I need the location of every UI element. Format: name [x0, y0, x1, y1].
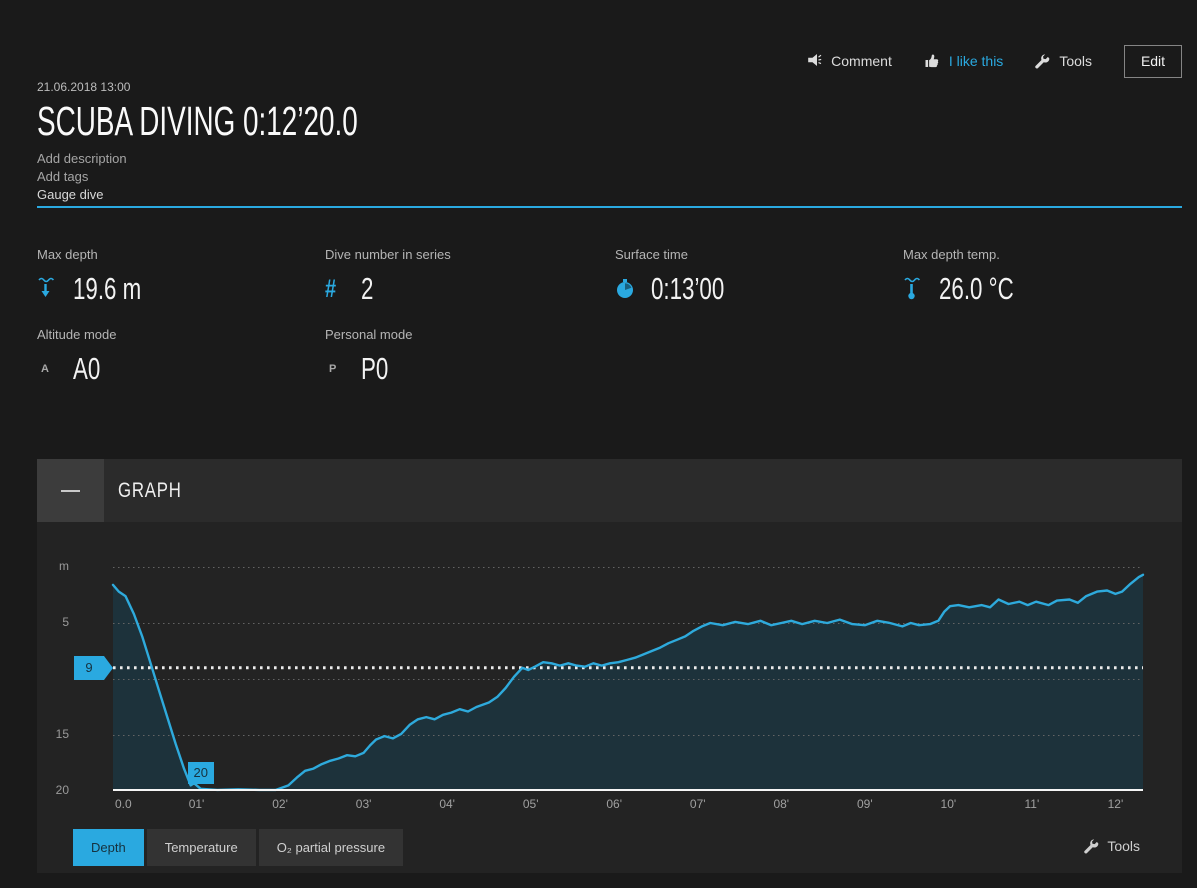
x-tick-label: 03' [355, 797, 372, 811]
x-tick-label: 06' [606, 797, 623, 811]
x-tick-label: 09' [856, 797, 873, 811]
x-tick-label: 11' [1024, 797, 1040, 811]
dive-meta: Add description Add tags Gauge dive [37, 150, 509, 204]
max-depth-marker-label: 20 [193, 765, 208, 780]
comment-label: Comment [831, 53, 892, 69]
stat-max-depth: Max depth 19.6 m [37, 247, 317, 307]
max-depth-marker: 20 [187, 762, 214, 784]
stat-value: 0:13’00 [651, 271, 725, 306]
add-tags-link[interactable]: Add tags [37, 169, 89, 184]
max-depth-icon [37, 276, 65, 302]
x-tick-label: 12' [1107, 797, 1124, 811]
avg-depth-marker: 9 [74, 655, 113, 680]
avg-depth-marker-label: 9 [85, 659, 93, 675]
top-action-bar: Comment I like this Tools Edit [806, 44, 1182, 78]
stat-dive-number: Dive number in series # 2 [325, 247, 605, 307]
like-label: I like this [948, 53, 1004, 69]
x-tick-label: 07' [689, 797, 706, 811]
dive-datetime: 21.06.2018 13:00 [37, 80, 131, 94]
stat-personal-mode: Personal mode P P0 [325, 327, 605, 387]
depth-profile-svg[interactable] [111, 567, 1145, 792]
letter-a-icon: A [41, 363, 49, 375]
tab-temperature[interactable]: Temperature [146, 829, 256, 866]
x-tick-label: 10' [940, 797, 957, 811]
stat-label: Personal mode [325, 327, 413, 342]
stat-value: A0 [73, 351, 101, 386]
hash-icon: # [325, 274, 337, 303]
stat-altitude-mode: Altitude mode A A0 [37, 327, 317, 387]
collapse-panel-button[interactable] [37, 459, 104, 522]
page-title: SCUBA DIVING 0:12’20.0 [37, 98, 509, 144]
stat-max-depth-temp: Max depth temp. 26.0 °C [903, 247, 1183, 307]
tools-button[interactable]: Tools [1035, 53, 1092, 69]
tools-label: Tools [1059, 53, 1092, 69]
stopwatch-icon [615, 278, 643, 300]
page-title-text: SCUBA DIVING 0:12’20.0 [37, 98, 358, 144]
wrench-icon [1084, 838, 1099, 853]
stat-value: 2 [361, 271, 374, 306]
wrench-icon [1035, 53, 1050, 68]
depth-profile-chart[interactable]: m 5 15 20 0.0 01' 02' 03' 04' 05' 06' 07' 08' 09' 10'… [56, 559, 1145, 811]
graph-tools-label: Tools [1107, 838, 1140, 854]
like-button[interactable]: I like this [924, 53, 1003, 69]
graph-panel: GRAPH m 5 15 20 0.0 01' 02' 03' 04' 05' 06' 07' 08'… [37, 459, 1182, 873]
y-tick-label: m [59, 559, 69, 573]
x-tick-label: 08' [773, 797, 790, 811]
letter-p-icon: P [329, 363, 337, 375]
stat-label: Max depth temp. [903, 247, 1000, 262]
stat-label: Dive number in series [325, 247, 451, 262]
stat-label: Surface time [615, 247, 688, 262]
x-tick-label: 0.0 [115, 797, 132, 811]
edit-button[interactable]: Edit [1124, 44, 1182, 78]
x-tick-label: 05' [522, 797, 539, 811]
graph-panel-header: GRAPH [37, 459, 1182, 522]
megaphone-icon [808, 54, 822, 66]
x-tick-label: 04' [439, 797, 455, 811]
thumb-up-icon [925, 54, 939, 68]
minus-icon [61, 490, 80, 492]
title-block: 21.06.2018 13:00 SCUBA DIVING 0:12’20.0 … [37, 80, 509, 204]
x-tick-label: 02' [272, 797, 288, 811]
add-description-link[interactable]: Add description [37, 151, 127, 166]
x-tick-label: 01' [188, 797, 205, 811]
comment-button[interactable]: Comment [806, 53, 892, 69]
x-axis-labels: 0.0 01' 02' 03' 04' 05' 06' 07' 08' 09' 10' 11' 12' [113, 797, 1143, 813]
graph-tools-button[interactable]: Tools [1084, 838, 1140, 854]
stat-value: P0 [361, 351, 389, 386]
stat-value: 19.6 m [73, 271, 142, 306]
y-tick-label: 5 [62, 615, 69, 629]
graph-panel-title: GRAPH [118, 479, 182, 502]
y-axis-labels: m 5 15 20 [43, 559, 91, 797]
graph-tab-bar: Depth Temperature O₂ partial pressure [73, 829, 404, 866]
tab-depth[interactable]: Depth [73, 829, 144, 866]
dive-stats: Max depth 19.6 m Dive number in series #… [37, 247, 1182, 407]
tab-o2-partial-pressure[interactable]: O₂ partial pressure [258, 829, 404, 866]
y-tick-label: 15 [55, 727, 69, 741]
stat-label: Altitude mode [37, 327, 117, 342]
stat-value: 26.0 °C [939, 271, 1014, 306]
accent-divider [37, 206, 1182, 208]
thermometer-icon [903, 276, 931, 302]
activity-type: Gauge dive [37, 187, 104, 202]
stat-label: Max depth [37, 247, 98, 262]
y-tick-label: 20 [55, 783, 69, 797]
stat-surface-time: Surface time 0:13’00 [615, 247, 895, 307]
